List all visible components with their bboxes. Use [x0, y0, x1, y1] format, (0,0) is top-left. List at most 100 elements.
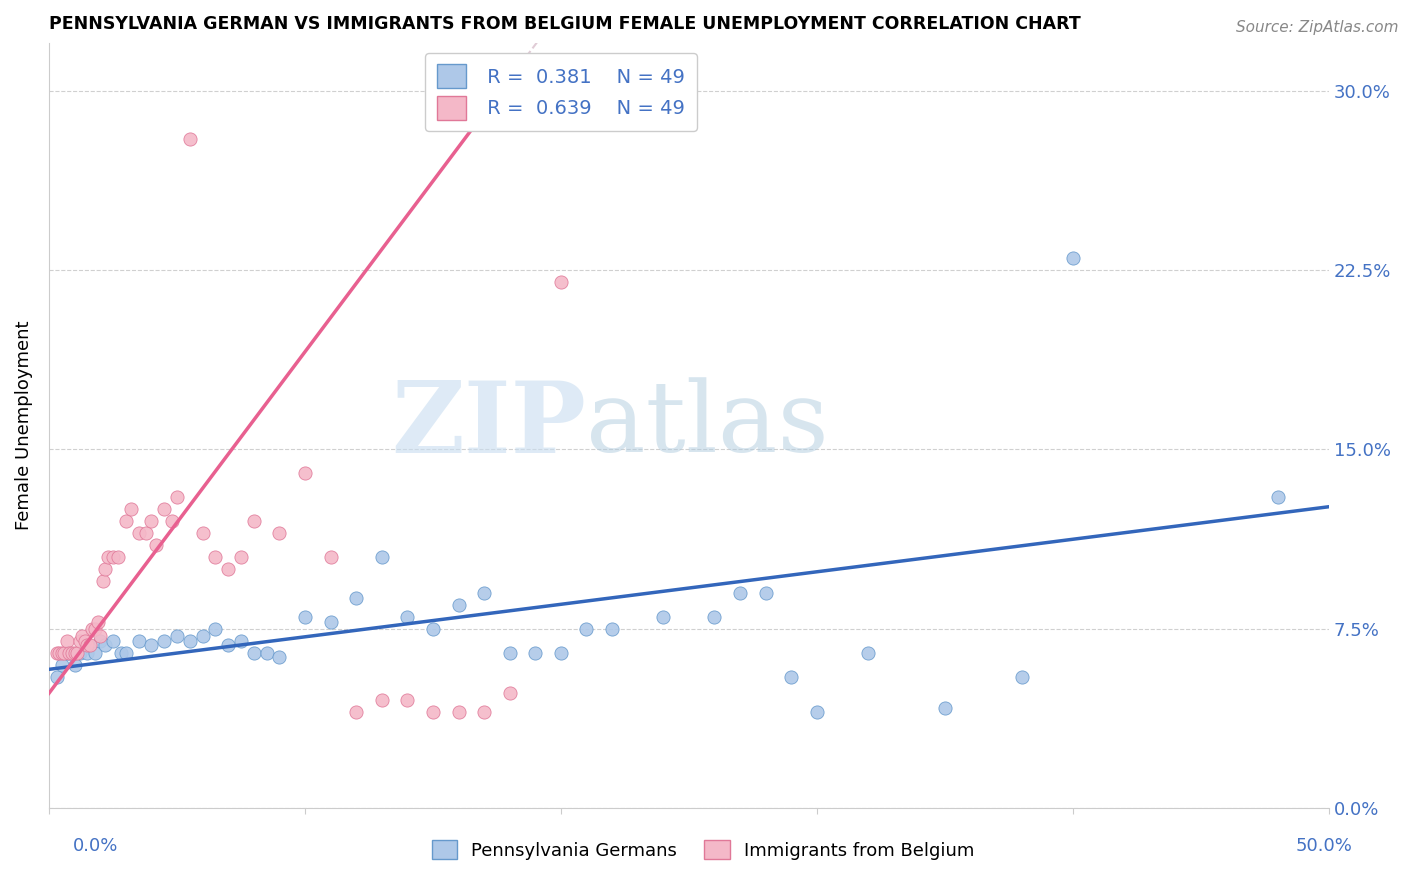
Point: [396, 609, 419, 624]
Point: [73, 633, 96, 648]
Point: [242, 646, 264, 660]
Point: [51, 646, 73, 660]
Point: [396, 693, 419, 707]
Text: 0.0%: 0.0%: [73, 837, 118, 855]
Point: [1062, 251, 1084, 265]
Point: [1267, 490, 1289, 504]
Point: [153, 633, 176, 648]
Point: [319, 615, 342, 629]
Point: [524, 646, 547, 660]
Point: [160, 514, 183, 528]
Point: [499, 686, 522, 700]
Point: [60, 646, 83, 660]
Point: [269, 650, 291, 665]
Text: ZIP: ZIP: [392, 377, 586, 474]
Point: [204, 549, 226, 564]
Point: [806, 706, 828, 720]
Point: [76, 639, 98, 653]
Point: [70, 629, 93, 643]
Point: [472, 706, 495, 720]
Point: [269, 526, 291, 541]
Text: atlas: atlas: [586, 377, 830, 474]
Text: PENNSYLVANIA GERMAN VS IMMIGRANTS FROM BELGIUM FEMALE UNEMPLOYMENT CORRELATION C: PENNSYLVANIA GERMAN VS IMMIGRANTS FROM B…: [49, 15, 1081, 33]
Point: [145, 538, 167, 552]
Point: [550, 275, 572, 289]
Point: [229, 633, 252, 648]
Point: [703, 609, 725, 624]
Point: [217, 639, 239, 653]
Point: [97, 549, 120, 564]
Point: [447, 598, 470, 612]
Point: [422, 706, 444, 720]
Point: [934, 700, 956, 714]
Point: [63, 657, 86, 672]
Text: 50.0%: 50.0%: [1296, 837, 1353, 855]
Point: [76, 646, 98, 660]
Point: [294, 467, 316, 481]
Point: [153, 502, 176, 516]
Point: [89, 629, 111, 643]
Point: [89, 633, 111, 648]
Point: [191, 526, 214, 541]
Point: [856, 646, 879, 660]
Legend: Pennsylvania Germans, Immigrants from Belgium: Pennsylvania Germans, Immigrants from Be…: [425, 833, 981, 867]
Point: [110, 646, 132, 660]
Point: [755, 586, 778, 600]
Point: [370, 549, 392, 564]
Point: [344, 706, 367, 720]
Point: [600, 622, 623, 636]
Point: [101, 633, 124, 648]
Point: [179, 633, 201, 648]
Point: [447, 706, 470, 720]
Y-axis label: Female Unemployment: Female Unemployment: [15, 321, 32, 530]
Point: [204, 622, 226, 636]
Point: [69, 633, 91, 648]
Point: [101, 549, 124, 564]
Point: [56, 646, 79, 660]
Point: [53, 646, 76, 660]
Point: [217, 562, 239, 576]
Point: [114, 514, 136, 528]
Point: [780, 669, 803, 683]
Point: [58, 646, 80, 660]
Point: [51, 657, 73, 672]
Point: [229, 549, 252, 564]
Point: [652, 609, 675, 624]
Point: [422, 622, 444, 636]
Point: [141, 514, 163, 528]
Point: [79, 639, 101, 653]
Point: [166, 629, 188, 643]
Point: [86, 615, 108, 629]
Point: [166, 490, 188, 504]
Point: [191, 629, 214, 643]
Point: [344, 591, 367, 605]
Point: [499, 646, 522, 660]
Point: [69, 646, 91, 660]
Text: Source: ZipAtlas.com: Source: ZipAtlas.com: [1236, 20, 1399, 35]
Point: [84, 622, 107, 636]
Point: [48, 646, 70, 660]
Point: [107, 549, 129, 564]
Point: [1011, 669, 1033, 683]
Point: [56, 633, 79, 648]
Point: [179, 131, 201, 145]
Point: [114, 646, 136, 660]
Point: [294, 609, 316, 624]
Point: [58, 646, 80, 660]
Point: [135, 526, 157, 541]
Point: [550, 646, 572, 660]
Point: [82, 622, 104, 636]
Point: [728, 586, 751, 600]
Point: [45, 646, 67, 660]
Point: [66, 646, 89, 660]
Point: [128, 526, 150, 541]
Point: [63, 646, 86, 660]
Point: [45, 669, 67, 683]
Point: [84, 646, 107, 660]
Point: [128, 633, 150, 648]
Point: [370, 693, 392, 707]
Point: [94, 639, 117, 653]
Point: [120, 502, 142, 516]
Legend:  R =  0.381    N = 49,  R =  0.639    N = 49: R = 0.381 N = 49, R = 0.639 N = 49: [425, 53, 697, 131]
Point: [319, 549, 342, 564]
